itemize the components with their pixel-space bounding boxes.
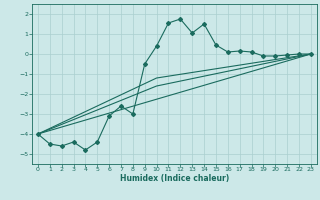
X-axis label: Humidex (Indice chaleur): Humidex (Indice chaleur)	[120, 174, 229, 183]
